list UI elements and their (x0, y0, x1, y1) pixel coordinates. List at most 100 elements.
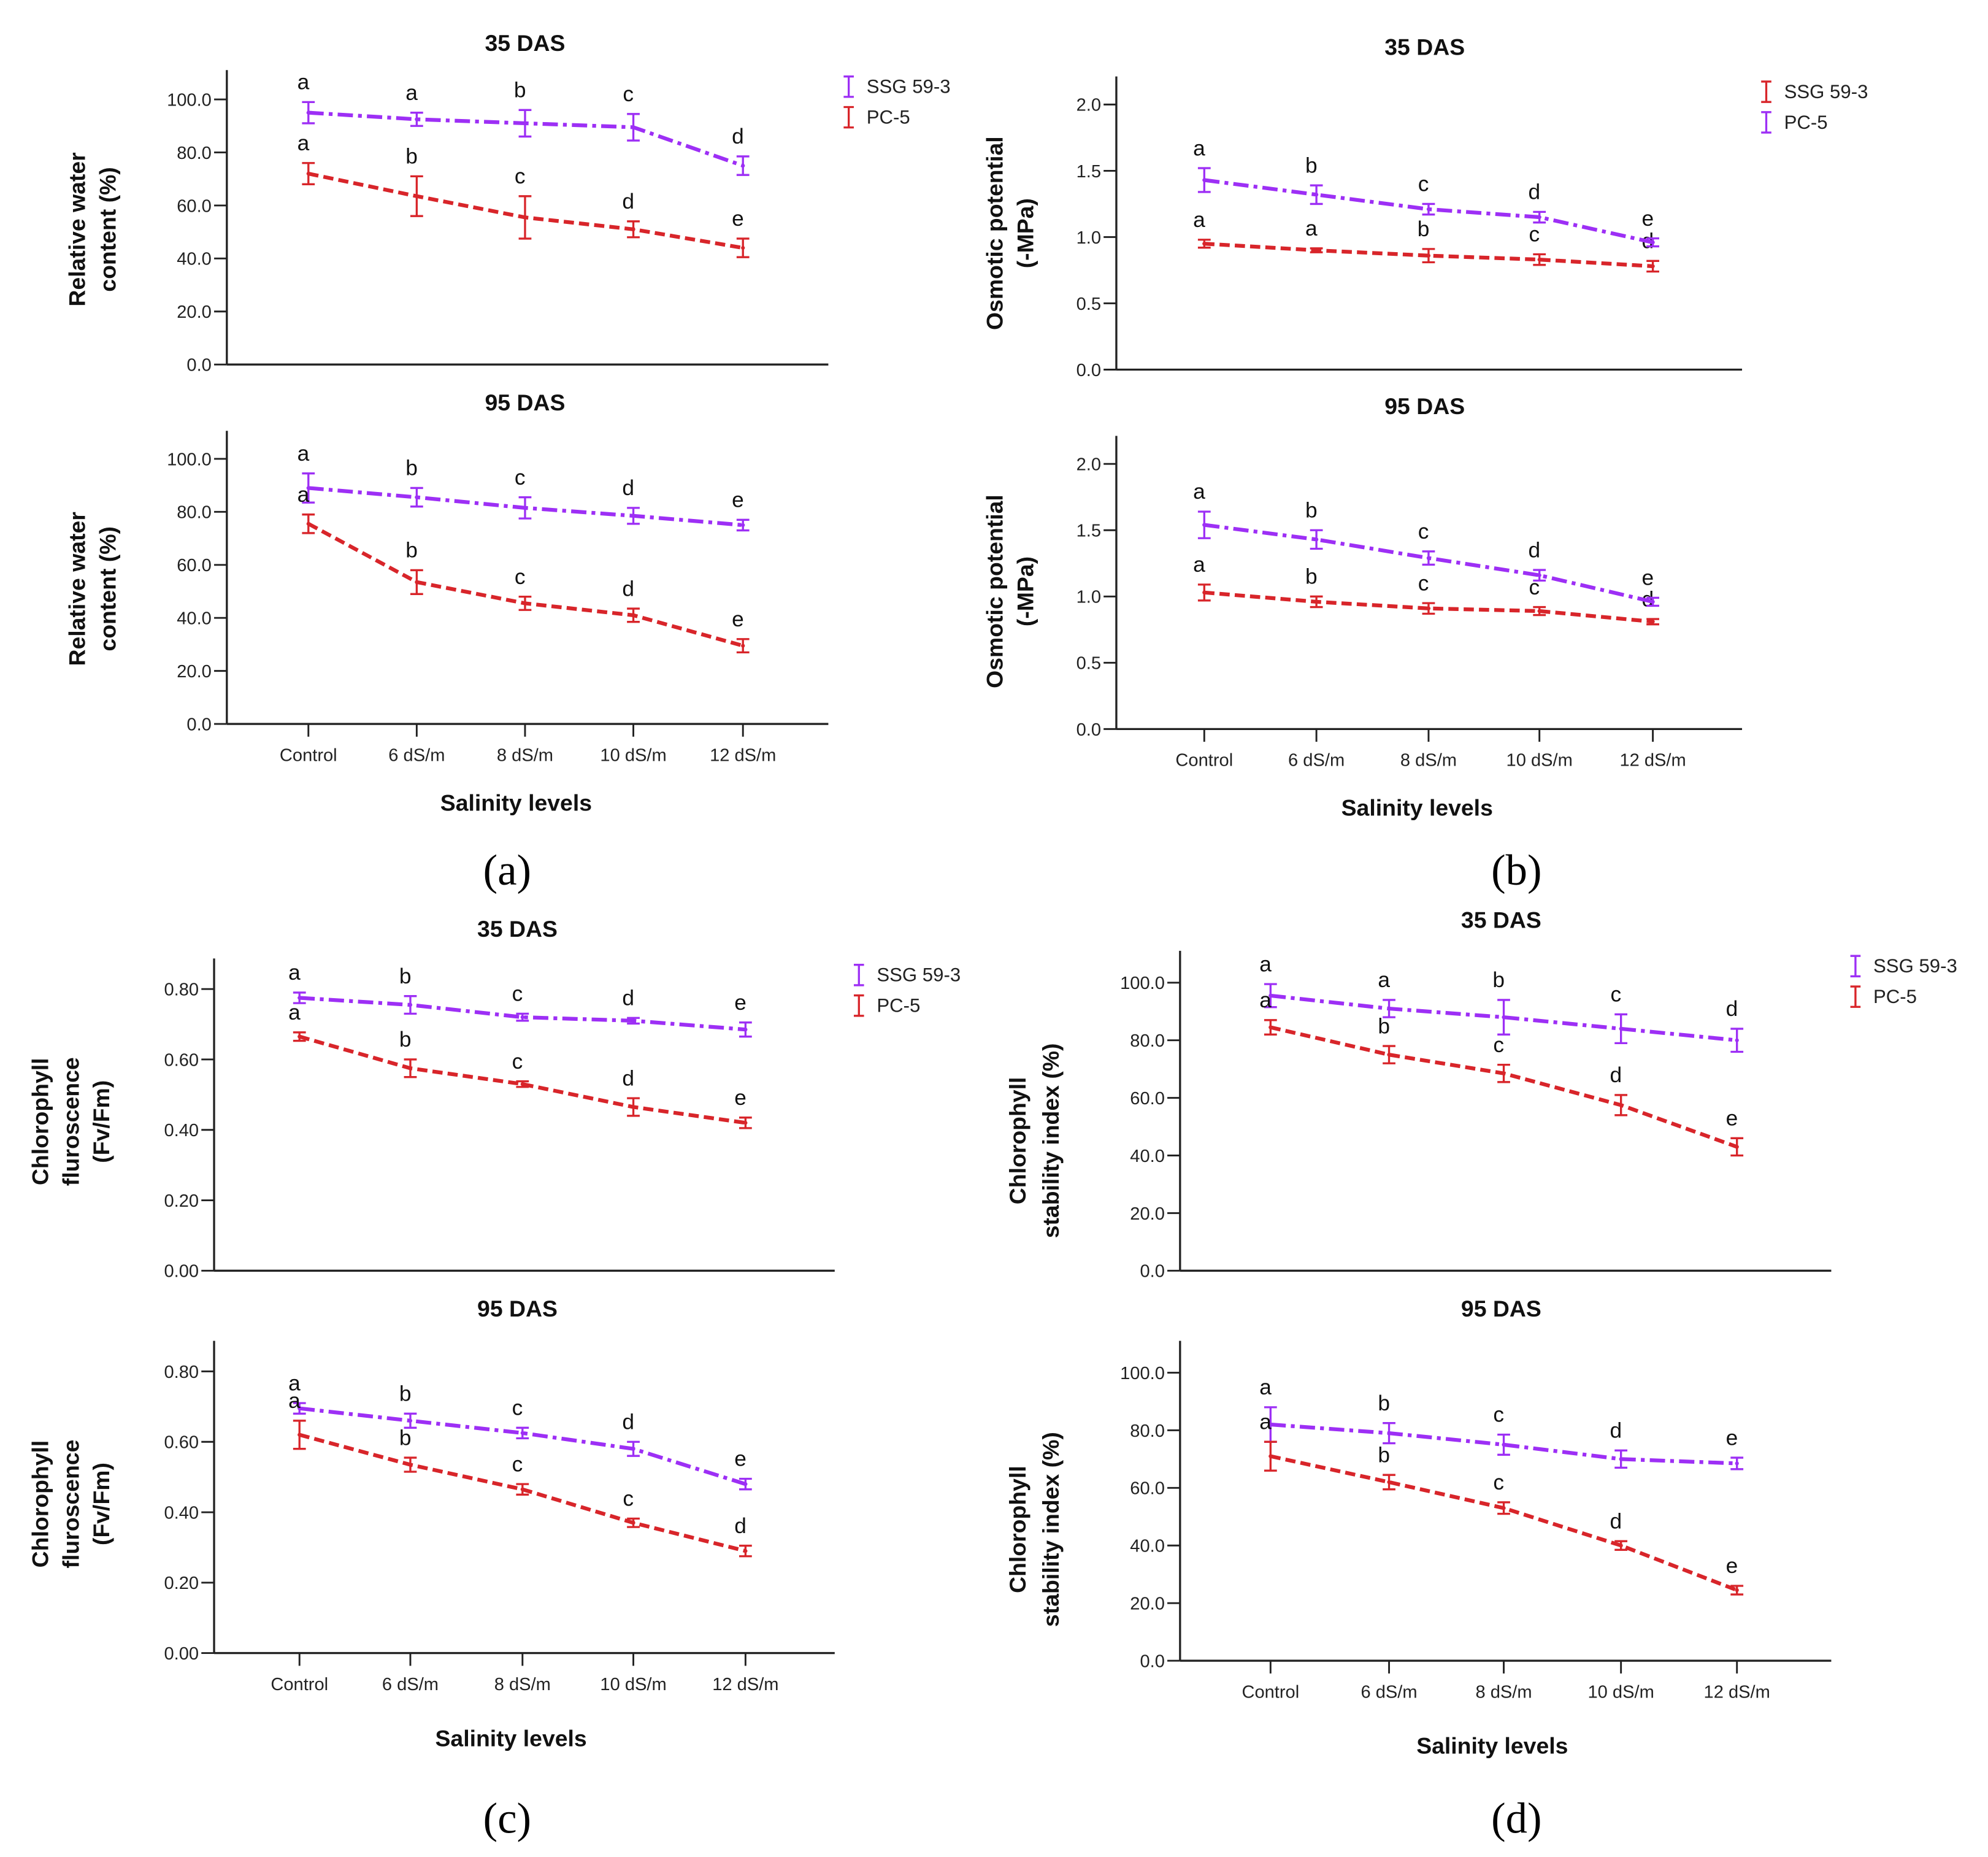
data-point (1651, 240, 1655, 245)
significance-letter: b (399, 1426, 412, 1450)
data-point (1426, 606, 1431, 610)
data-point (306, 171, 310, 176)
y-tick-label: 100.0 (1120, 974, 1165, 993)
series-line-ssg-59-3 (299, 996, 746, 1032)
data-point (1426, 556, 1431, 560)
data-point (1735, 1145, 1739, 1149)
series-line-ssg-59-3 (299, 1406, 746, 1486)
y-tick-label: 60.0 (1130, 1089, 1165, 1109)
data-point (743, 1028, 748, 1032)
x-tick-label: 8 dS/m (494, 1675, 551, 1694)
data-point (1537, 215, 1541, 220)
y-tick-label: 0.20 (164, 1191, 199, 1211)
data-point (1651, 620, 1655, 624)
significance-letter: c (1418, 520, 1429, 544)
legend-label: PC-5 (867, 107, 910, 128)
significance-letter: e (732, 488, 744, 512)
x-tick-label: 10 dS/m (600, 1675, 666, 1694)
significance-letter: d (622, 577, 634, 601)
y-tick-label: 0.60 (164, 1050, 199, 1070)
data-point (1387, 1053, 1391, 1057)
data-point (520, 1431, 524, 1436)
significance-letter: c (1529, 575, 1540, 599)
data-point (631, 1521, 635, 1525)
significance-letter: b (399, 964, 412, 988)
y-axis-label: stability index (%) (1038, 1044, 1064, 1239)
x-tick-label: Control (280, 745, 337, 765)
data-point (1502, 1442, 1506, 1447)
x-tick-label: 10 dS/m (1506, 751, 1573, 771)
y-axis-label: (-MPa) (1012, 198, 1038, 268)
data-point (1268, 1422, 1273, 1427)
data-point (1735, 1588, 1739, 1593)
significance-letter: c (512, 1396, 523, 1420)
series-line-pc-5 (307, 522, 744, 648)
x-tick-label: 6 dS/m (1361, 1682, 1417, 1702)
significance-letter: d (1610, 1509, 1622, 1533)
data-point (1426, 253, 1431, 258)
significance-letter: b (1305, 498, 1318, 522)
significance-letter: e (732, 607, 744, 631)
data-point (1651, 599, 1655, 604)
significance-letter: b (1492, 968, 1505, 992)
legend-label: SSG 59-3 (867, 76, 951, 98)
data-point (1314, 599, 1319, 604)
legend-item: PC-5 (1850, 985, 1917, 1008)
subplot-title: 95 DAS (485, 390, 566, 415)
data-point (408, 1002, 413, 1007)
significance-letter: e (1641, 207, 1654, 231)
significance-letter: a (405, 81, 418, 105)
y-tick-label: 20.0 (177, 302, 212, 322)
panel-label-c: (c) (483, 1795, 531, 1843)
significance-letter: a (297, 131, 310, 155)
significance-letter: b (405, 456, 418, 480)
significance-letter: e (734, 991, 746, 1015)
y-tick-label: 0.0 (1077, 720, 1101, 740)
significance-letter: b (405, 145, 418, 169)
y-tick-label: 0.60 (164, 1433, 199, 1453)
data-point (1502, 1506, 1506, 1510)
x-tick-label: 12 dS/m (710, 745, 776, 765)
subplot-a-35: 35 DAS 0.0 20.0 40.0 60.0 80.0 100.0 Relative w… (64, 30, 951, 375)
y-tick-label: 100.0 (167, 450, 212, 469)
data-point (297, 1406, 302, 1410)
y-axis-label: Relative water (64, 512, 90, 666)
significance-letter: c (1418, 571, 1429, 595)
significance-letter: c (1418, 172, 1429, 196)
x-tick-label: 8 dS/m (1400, 751, 1457, 771)
significance-letter: e (1641, 566, 1654, 590)
data-point (1651, 264, 1655, 269)
significance-letter: d (622, 476, 634, 500)
y-tick-label: 0.5 (1077, 654, 1101, 674)
subplot-c-35: 35 DAS 0.00 0.20 0.40 0.60 0.80 Chlorophyll flu… (27, 916, 961, 1282)
significance-letter: a (297, 442, 310, 466)
significance-letter: b (514, 79, 526, 102)
y-tick-label: 0.0 (1140, 1651, 1164, 1671)
series-line-ssg-59-3 (1204, 590, 1653, 624)
legend-label: SSG 59-3 (1873, 955, 1957, 977)
legend-label: SSG 59-3 (1784, 81, 1868, 102)
x-tick-label: Control (1175, 751, 1233, 771)
significance-letter: d (622, 1066, 634, 1090)
data-point (631, 513, 635, 518)
significance-letter: a (288, 1001, 301, 1025)
significance-letter: a (1259, 988, 1272, 1012)
data-point (631, 227, 635, 231)
data-point (743, 1121, 748, 1125)
data-point (520, 1487, 524, 1491)
y-axis-label: Chlorophyll (1005, 1077, 1030, 1205)
data-point (631, 1105, 635, 1109)
y-tick-label: 20.0 (1130, 1204, 1165, 1224)
x-axis-label: Salinity levels (435, 1725, 586, 1751)
y-axis-label: Relative water (64, 152, 90, 306)
significance-letter: d (622, 1410, 634, 1434)
y-tick-label: 0.0 (186, 715, 211, 734)
significance-letter: a (1259, 952, 1272, 976)
significance-letter: a (297, 71, 310, 94)
y-tick-label: 0.20 (164, 1574, 199, 1593)
y-tick-label: 60.0 (1130, 1479, 1165, 1499)
data-point (1202, 590, 1207, 594)
y-tick-label: 40.0 (1130, 1537, 1165, 1556)
data-point (741, 523, 745, 528)
subplot-title: 95 DAS (1461, 1296, 1541, 1321)
